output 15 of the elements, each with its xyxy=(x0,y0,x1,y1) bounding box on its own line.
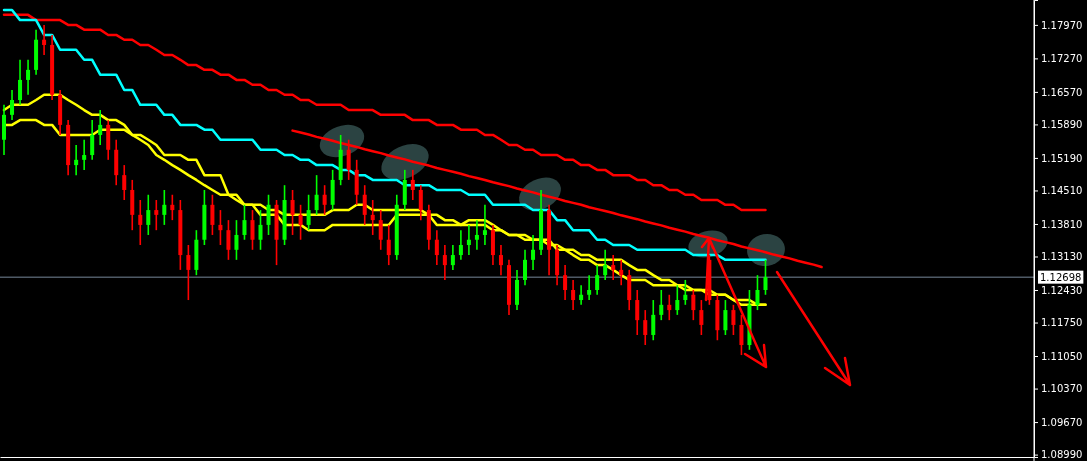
y-tick-label: 1.12430 xyxy=(1041,284,1083,296)
y-tick-label: 1.15890 xyxy=(1041,119,1083,131)
y-tick-label: 1.13810 xyxy=(1041,218,1083,230)
y-tick-label: 1.17270 xyxy=(1041,53,1083,65)
ref-line-label: 1.12698 xyxy=(1040,271,1082,283)
y-tick-label: 1.10370 xyxy=(1041,383,1083,395)
y-tick-label: 1.13130 xyxy=(1041,251,1083,263)
y-tick-label: 1.17970 xyxy=(1041,19,1083,31)
y-tick-label: 1.08990 xyxy=(1041,449,1083,461)
y-tick-label: 1.09670 xyxy=(1041,416,1083,428)
y-tick-label: 1.15190 xyxy=(1041,152,1083,164)
y-tick-label: 1.14510 xyxy=(1041,185,1083,197)
y-tick-label: 1.16570 xyxy=(1041,86,1083,98)
y-tick-label: 1.11050 xyxy=(1041,350,1083,362)
y-tick-label: 1.11750 xyxy=(1041,317,1083,329)
